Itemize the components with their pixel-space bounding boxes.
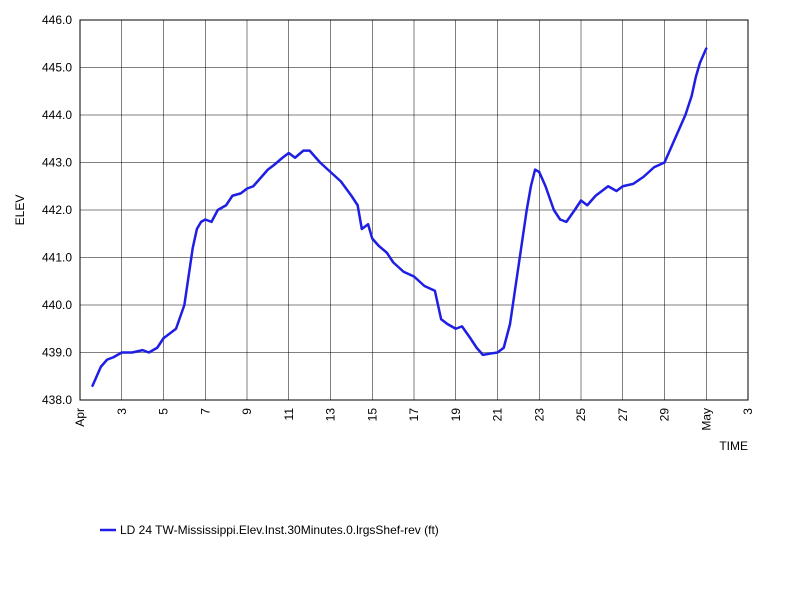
- y-tick-label: 442.0: [42, 203, 72, 217]
- y-tick-label: 443.0: [42, 156, 72, 170]
- x-tick-label: 11: [282, 408, 296, 421]
- x-tick-label: 21: [491, 408, 505, 422]
- x-tick-label: 7: [198, 408, 212, 415]
- x-tick-label: 17: [407, 408, 421, 422]
- legend-label: LD 24 TW-Mississippi.Elev.Inst.30Minutes…: [120, 523, 439, 537]
- x-tick-label: 23: [532, 408, 546, 422]
- elevation-chart: 438.0 439.0 440.0 441.0 442.0 443.0 444.0 445.0…: [0, 0, 800, 600]
- x-tick-label: 5: [157, 408, 171, 415]
- x-tick-label: 3: [741, 408, 755, 415]
- x-tick-label: 27: [616, 408, 630, 422]
- x-tick-label: Apr: [73, 408, 87, 427]
- y-tick-label: 440.0: [42, 298, 72, 312]
- x-tick-label: 13: [324, 408, 338, 422]
- y-tick-label: 444.0: [42, 108, 72, 122]
- x-tick-label: 29: [658, 408, 672, 422]
- x-tick-label: 3: [115, 408, 129, 415]
- x-tick-label: May: [699, 408, 713, 431]
- x-tick-label: 9: [240, 408, 254, 415]
- chart-svg: 438.0 439.0 440.0 441.0 442.0 443.0 444.0 445.0…: [0, 0, 800, 600]
- y-tick-label: 446.0: [42, 13, 72, 27]
- x-tick-label: 25: [574, 408, 588, 422]
- y-tick-label: 441.0: [42, 251, 72, 265]
- x-tick-label: 15: [365, 408, 379, 422]
- x-axis-label: TIME: [719, 439, 748, 453]
- y-tick-label: 439.0: [42, 346, 72, 360]
- y-tick-label: 445.0: [42, 61, 72, 75]
- y-tick-label: 438.0: [42, 393, 72, 407]
- y-axis-label: ELEV: [13, 195, 27, 226]
- x-tick-label: 19: [449, 408, 463, 422]
